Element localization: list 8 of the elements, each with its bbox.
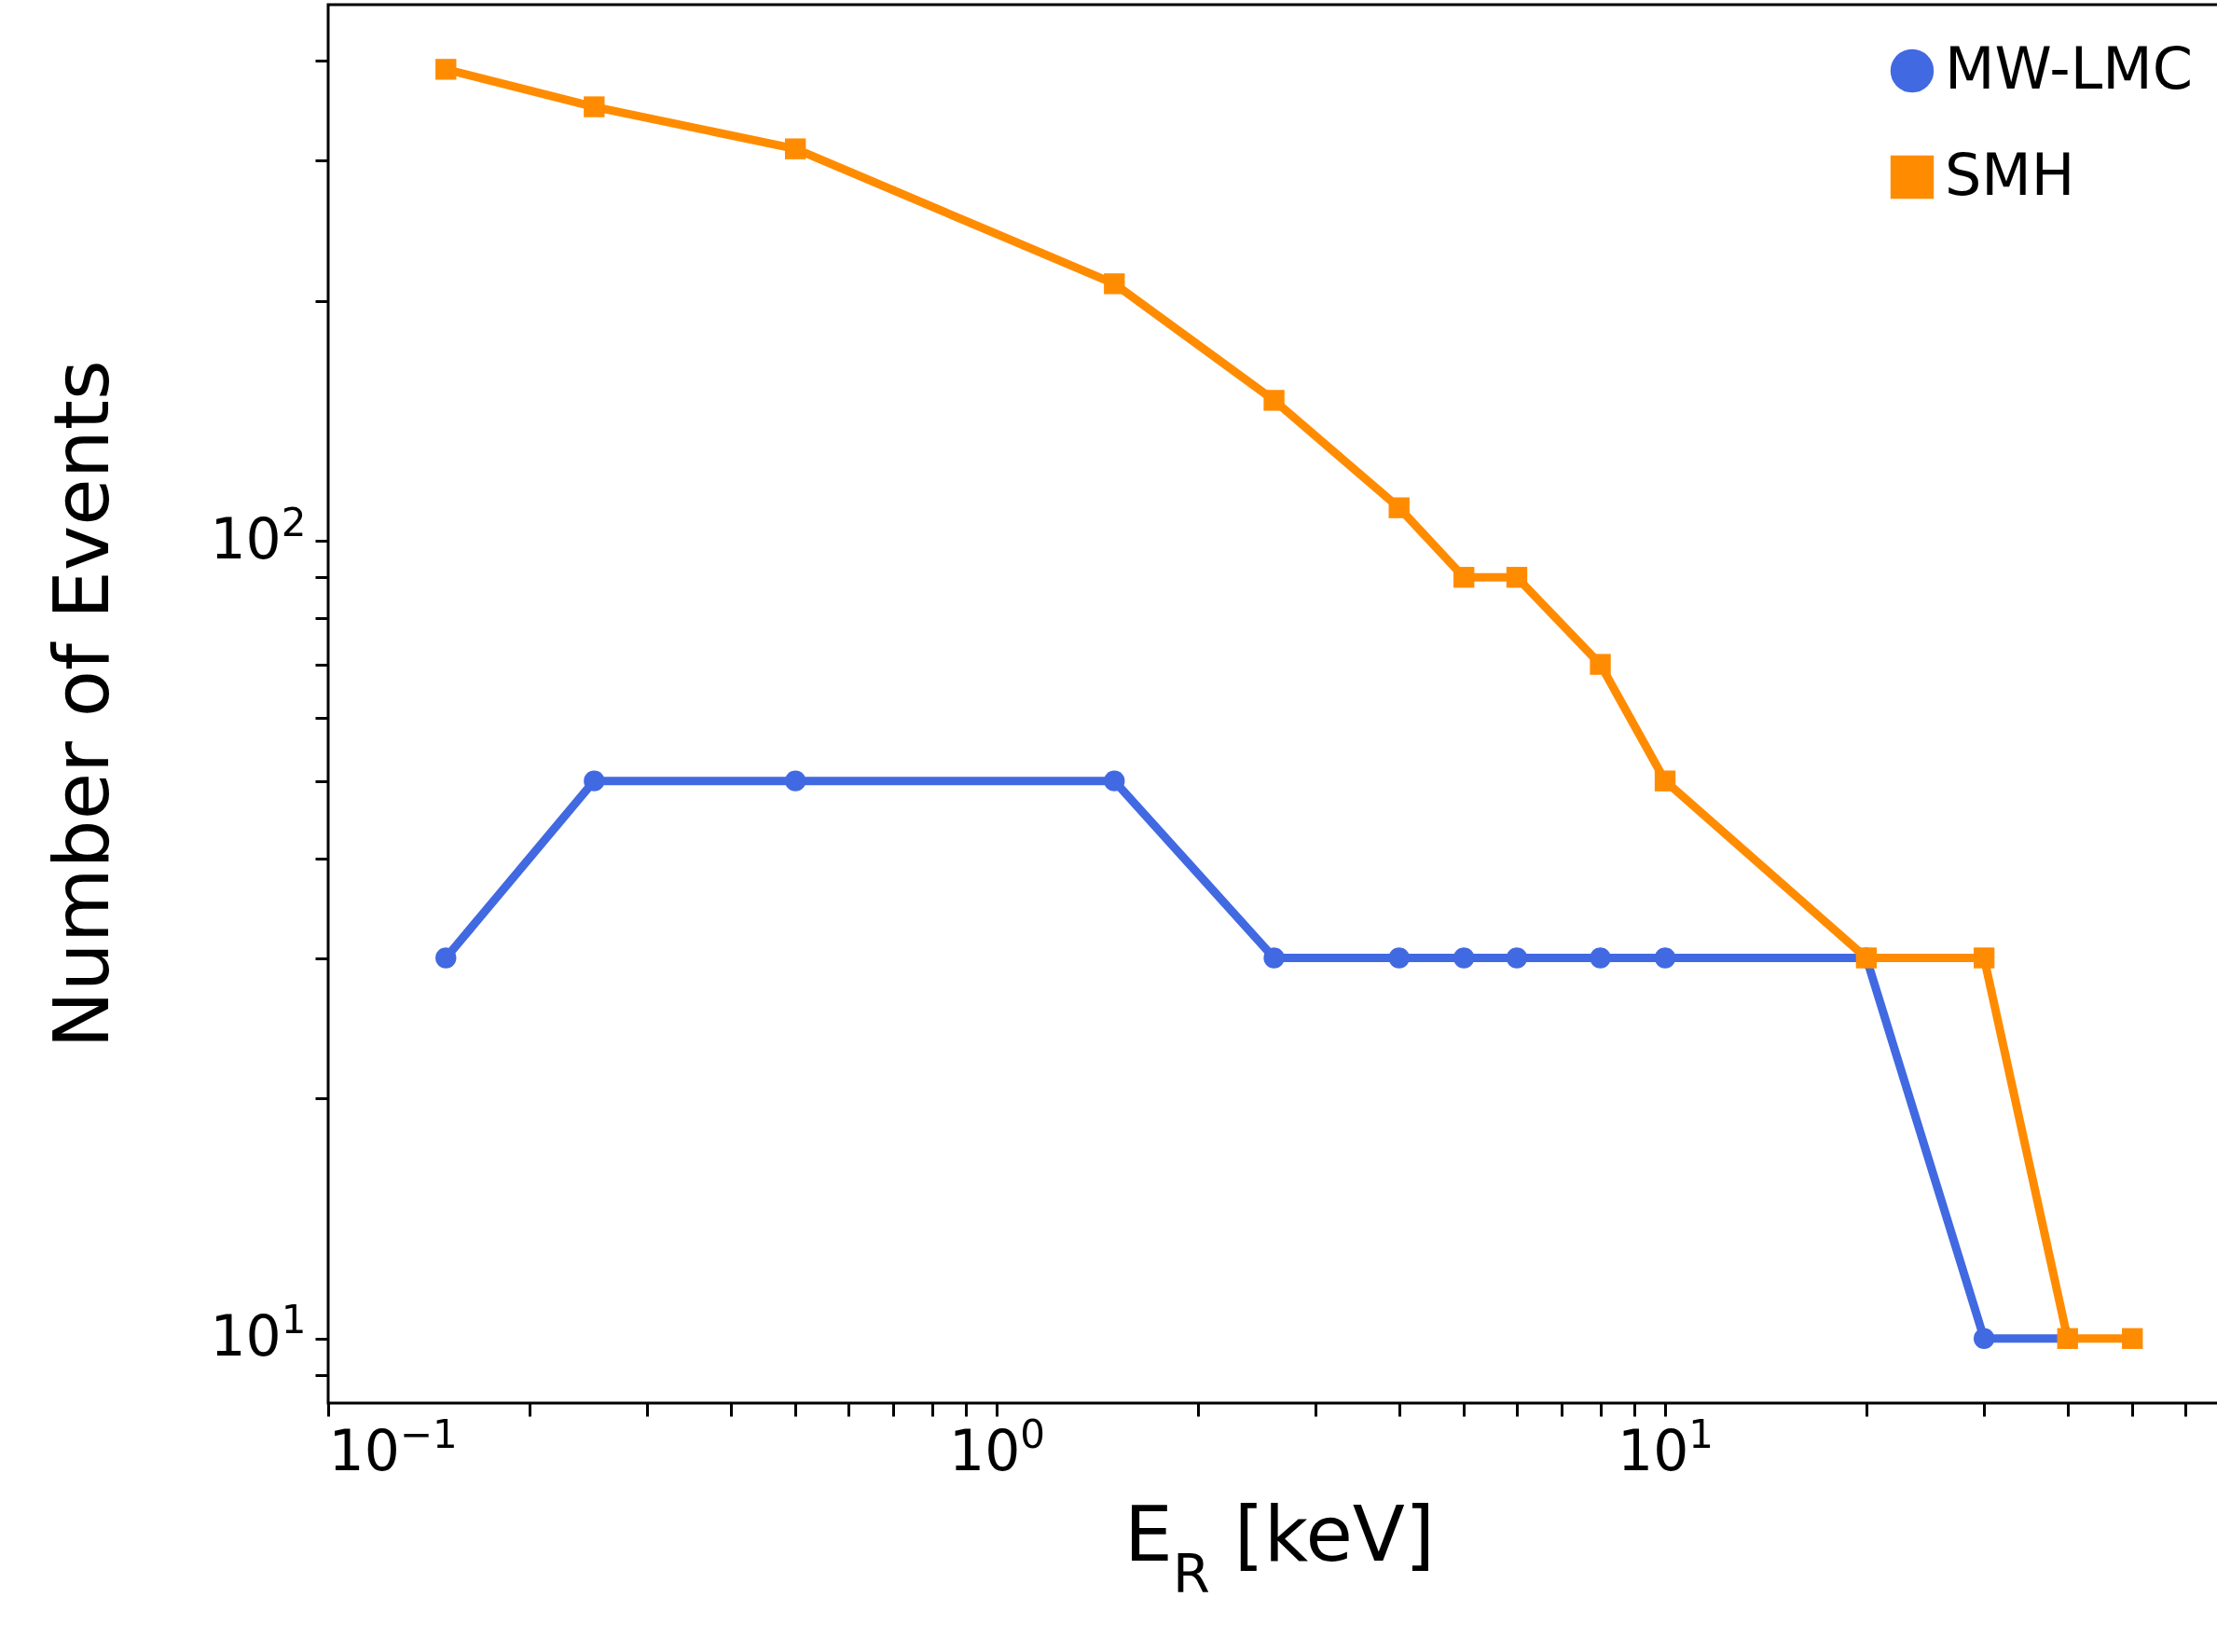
x-axis-title: E$_{R}$ [keV] xyxy=(1124,1489,1435,1604)
x-tick-label: 10$^{0}$ xyxy=(948,1411,1046,1483)
y-axis-title: Number of Events xyxy=(36,360,126,1049)
x-tick-label: 10$^{−1}$ xyxy=(328,1411,458,1483)
legend-label: MW-LMC xyxy=(1945,34,2193,103)
legend-label: SMH xyxy=(1945,141,2075,209)
x-tick-label: 10$^{1}$ xyxy=(1618,1411,1714,1483)
y-tick-label: 10$^{2}$ xyxy=(210,499,307,571)
